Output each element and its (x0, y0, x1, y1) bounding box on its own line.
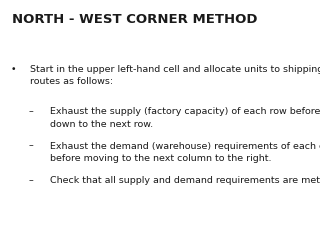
Text: Exhaust the demand (warehouse) requirements of each column
before moving to the : Exhaust the demand (warehouse) requireme… (50, 142, 320, 163)
Text: Exhaust the supply (factory capacity) of each row before moving
down to the next: Exhaust the supply (factory capacity) of… (50, 107, 320, 129)
Text: –: – (29, 142, 34, 151)
Text: NORTH - WEST CORNER METHOD: NORTH - WEST CORNER METHOD (12, 13, 258, 26)
Text: •: • (10, 65, 16, 74)
Text: Check that all supply and demand requirements are met.: Check that all supply and demand require… (50, 176, 320, 185)
Text: –: – (29, 107, 34, 116)
Text: Start in the upper left-hand cell and allocate units to shipping
routes as follo: Start in the upper left-hand cell and al… (30, 65, 320, 86)
Text: –: – (29, 176, 34, 185)
